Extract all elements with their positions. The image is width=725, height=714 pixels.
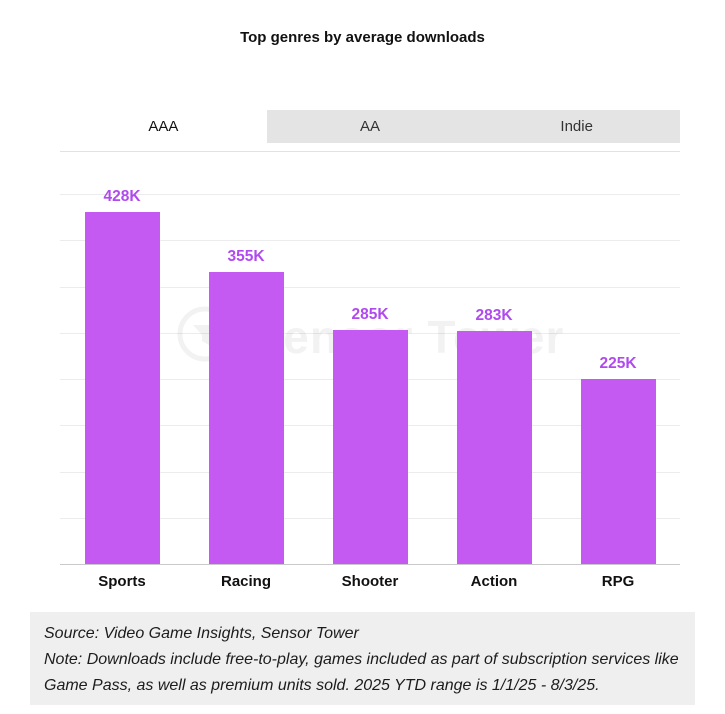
tab-bar: AAA AA Indie xyxy=(60,110,681,143)
page-title: Top genres by average downloads xyxy=(240,29,485,46)
note-line: Note: Downloads include free-to-play, ga… xyxy=(44,651,679,694)
gridline xyxy=(60,240,680,242)
gridline xyxy=(60,286,680,288)
source-line: Source: Video Game Insights, Sensor Towe… xyxy=(44,625,359,642)
category-label-sports: Sports xyxy=(98,573,146,590)
bar-value-label: 225K xyxy=(599,355,637,372)
bar-chart: Sensor Tower 428K 355K 285K 283K 225K xyxy=(60,188,680,565)
bar-value-label: 283K xyxy=(475,307,513,325)
bar-shooter[interactable]: 285K xyxy=(332,306,408,564)
category-label-racing: Racing xyxy=(220,573,271,590)
tab-aaa[interactable]: AAA xyxy=(60,110,267,143)
bar-action[interactable]: 283K xyxy=(456,307,532,564)
tab-indie[interactable]: Indie xyxy=(473,110,681,143)
bars-container: 428K 355K 285K 283K 225K xyxy=(60,188,680,564)
bar-rpg[interactable]: 225K xyxy=(580,355,656,564)
category-label-shooter: Shooter xyxy=(341,573,399,590)
bar-value-label: 285K xyxy=(351,305,389,323)
tab-aa[interactable]: AA xyxy=(266,110,474,143)
bar-racing[interactable]: 355K xyxy=(208,248,284,564)
category-label-rpg: RPG xyxy=(601,573,635,590)
bar-value-label: 355K xyxy=(227,248,265,266)
category-labels: Sports Racing Shooter Action RPG xyxy=(60,573,680,590)
bar-value-label: 428K xyxy=(103,188,141,206)
source-note-box: Source: Video Game Insights, Sensor Towe… xyxy=(30,612,695,705)
bar-sports[interactable]: 428K xyxy=(84,188,160,564)
tab-underline xyxy=(60,151,680,152)
category-label-action: Action xyxy=(470,573,518,590)
gridline xyxy=(60,194,680,195)
x-axis-line xyxy=(60,564,680,565)
